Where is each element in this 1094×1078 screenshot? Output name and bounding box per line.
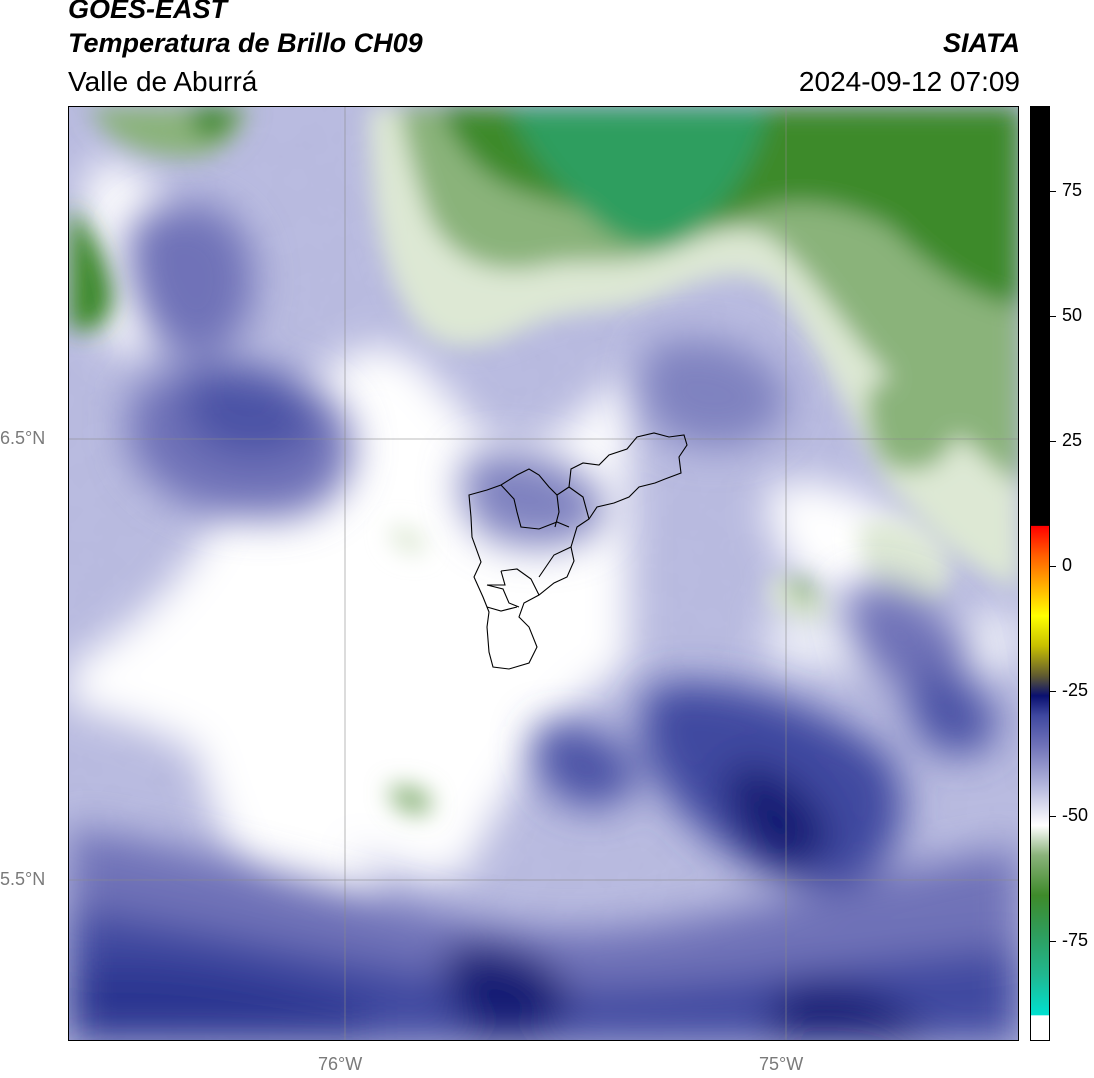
product-title: Temperatura de Brillo CH09 — [68, 28, 423, 58]
brightness-temperature-field — [69, 107, 1018, 1040]
colorbar-tick-label: -50 — [1062, 805, 1089, 825]
lat-label-5-5: 5.5°N — [0, 869, 46, 889]
colorbar-tick — [1050, 566, 1056, 567]
colorbar-tick-label: 50 — [1062, 305, 1083, 325]
agency-label: SIATA — [943, 28, 1020, 58]
colorbar-tick — [1050, 816, 1056, 817]
municipality-boundaries — [468, 432, 688, 670]
colorbar-tick — [1050, 691, 1056, 692]
cold-cloud-tops — [69, 202, 1018, 1040]
colorbar-tick — [1050, 941, 1056, 942]
lat-label-6-5: 6.5°N — [0, 428, 46, 448]
colorbar — [1030, 106, 1050, 1041]
region-subtitle: Valle de Aburrá — [68, 66, 258, 97]
lon-label-75w: 75°W — [759, 1054, 804, 1074]
colorbar-tick — [1050, 191, 1056, 192]
satellite-title: GOES-EAST — [68, 0, 228, 24]
timestamp-label: 2024-09-12 07:09 — [798, 66, 1020, 97]
lon-label-76w: 76°W — [318, 1054, 363, 1074]
gridlines — [69, 107, 1018, 1040]
colorbar-tick-label: 0 — [1062, 555, 1073, 575]
colorbar-tick-label: -25 — [1062, 680, 1089, 700]
map-panel — [68, 106, 1019, 1041]
colorbar-tick — [1050, 441, 1056, 442]
clear-sky-green — [69, 107, 1018, 815]
colorbar-tick-label: 25 — [1062, 430, 1083, 450]
colorbar-tick-label: -75 — [1062, 930, 1089, 950]
colorbar-tick-label: 75 — [1062, 180, 1083, 200]
colorbar-tick — [1050, 316, 1056, 317]
